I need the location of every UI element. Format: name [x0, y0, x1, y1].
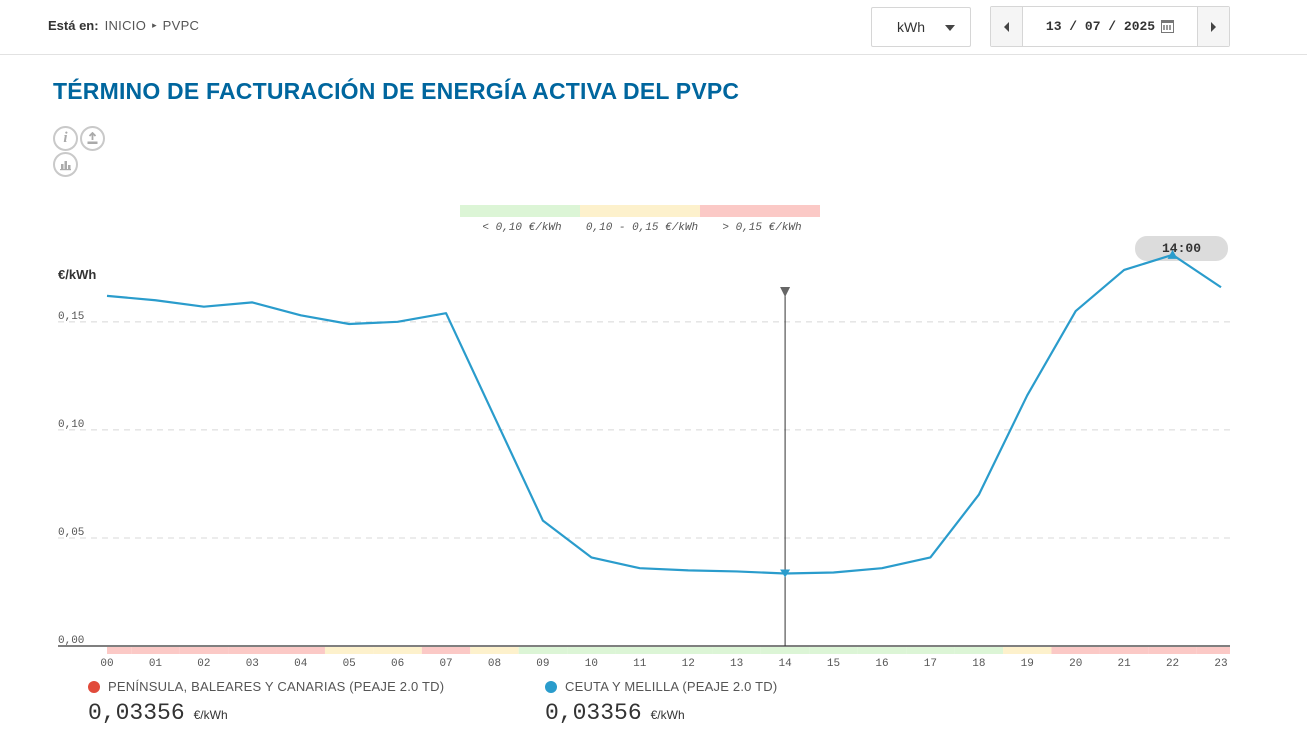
selected-hour-marker-icon [780, 287, 791, 297]
legend-dot-peninsula [88, 680, 100, 693]
calendar-icon[interactable] [1161, 20, 1175, 33]
x-tick-label: 17 [924, 658, 937, 670]
unit-select-value: kWh [897, 19, 925, 35]
legend-unit-ceuta-melilla: €/kWh [650, 708, 685, 722]
hour-band [809, 647, 858, 654]
breadcrumb-separator-icon: ▸ [152, 20, 157, 30]
x-tick-label: 11 [633, 658, 647, 670]
hour-band [228, 647, 277, 654]
hour-band [421, 647, 471, 654]
x-tick-label: 07 [439, 658, 452, 670]
legend-value-peninsula: 0,03356 €/kWh [88, 700, 228, 726]
previous-day-button[interactable] [991, 7, 1023, 46]
hour-band [276, 647, 325, 654]
y-axis-label: €/kWh [58, 267, 97, 282]
x-tick-label: 21 [1118, 658, 1132, 670]
range-bar-high [700, 205, 820, 217]
chart-icon[interactable] [53, 152, 78, 177]
hour-band [518, 647, 568, 654]
hour-band [131, 647, 180, 654]
x-tick-label: 06 [391, 658, 404, 670]
legend-unit-peninsula: €/kWh [193, 708, 228, 722]
date-input[interactable]: 13 / 07 / 2025 [1023, 7, 1197, 46]
hour-band [1099, 647, 1149, 654]
breadcrumb: Está en: INICIO ▸ PVPC [48, 18, 199, 33]
x-tick-label: 19 [1021, 658, 1034, 670]
hour-band [712, 647, 761, 654]
x-tick-label: 01 [149, 658, 163, 670]
hour-band [857, 647, 907, 654]
page-title: TÉRMINO DE FACTURACIÓN DE ENERGÍA ACTIVA… [53, 78, 740, 104]
hour-band [954, 647, 1004, 654]
x-tick-label: 12 [682, 658, 695, 670]
hour-band [906, 647, 955, 654]
legend-value-ceuta-melilla: 0,03356 €/kWh [545, 700, 685, 726]
legend-price-peninsula: 0,03356 [88, 700, 185, 726]
arrow-right-icon [1211, 21, 1216, 32]
x-tick-label: 23 [1214, 658, 1227, 670]
hour-band [470, 647, 519, 654]
unit-select[interactable]: kWh [871, 7, 971, 47]
hour-band [324, 647, 374, 654]
breadcrumb-label: Está en: [48, 18, 99, 33]
hour-band [615, 647, 664, 654]
legend-price-ceuta-melilla: 0,03356 [545, 700, 642, 726]
range-bar-mid [580, 205, 700, 217]
hour-band [567, 647, 616, 654]
x-tick-label: 10 [585, 658, 598, 670]
y-tick-label: 0,00 [58, 635, 84, 647]
date-picker: 13 / 07 / 2025 [990, 6, 1230, 47]
x-tick-label: 16 [875, 658, 888, 670]
max-point-marker [1167, 249, 1178, 259]
y-tick-label: 0,05 [58, 527, 84, 539]
hour-band [373, 647, 422, 654]
x-tick-label: 00 [100, 658, 113, 670]
hour-band [179, 647, 229, 654]
legend-label-ceuta-melilla: CEUTA Y MELILLA (PEAJE 2.0 TD) [565, 679, 778, 694]
x-tick-label: 02 [197, 658, 210, 670]
hour-band [664, 647, 713, 654]
info-icon[interactable]: i [53, 126, 78, 151]
x-tick-label: 18 [972, 658, 985, 670]
top-bar: Está en: INICIO ▸ PVPC kWh 13 / 07 / 202… [0, 0, 1307, 55]
x-tick-label: 13 [730, 658, 743, 670]
hour-band [107, 647, 132, 654]
range-bar-low [460, 205, 580, 217]
breadcrumb-item-inicio[interactable]: INICIO [104, 18, 147, 33]
hour-band [1196, 647, 1230, 654]
legend-item-peninsula[interactable]: PENÍNSULA, BALEARES Y CANARIAS (PEAJE 2.… [88, 679, 444, 694]
next-day-button[interactable] [1197, 7, 1229, 46]
legend-item-ceuta-melilla[interactable]: CEUTA Y MELILLA (PEAJE 2.0 TD) [545, 679, 777, 694]
y-tick-label: 0,10 [58, 419, 84, 431]
x-tick-label: 20 [1069, 658, 1082, 670]
hour-band [760, 647, 810, 654]
x-tick-label: 08 [488, 658, 501, 670]
chevron-down-icon [945, 25, 955, 31]
date-value: 13 / 07 / 2025 [1045, 19, 1156, 34]
range-label-mid: 0,10 - 0,15 €/kWh [585, 222, 699, 234]
selected-point-marker [780, 569, 791, 578]
hour-band [1051, 647, 1100, 654]
hour-band [1003, 647, 1052, 654]
breadcrumb-item-pvpc[interactable]: PVPC [162, 18, 200, 33]
download-icon[interactable] [80, 126, 105, 151]
x-tick-label: 09 [536, 658, 549, 670]
x-tick-label: 22 [1166, 658, 1179, 670]
selected-time-badge: 14:00 [1135, 236, 1228, 261]
legend-dot-ceuta-melilla [545, 680, 557, 693]
x-tick-label: 05 [343, 658, 356, 670]
hour-band [1148, 647, 1197, 654]
x-tick-label: 15 [827, 658, 840, 670]
range-label-low: < 0,10 €/kWh [482, 222, 562, 234]
arrow-left-icon [1004, 21, 1009, 32]
range-label-high: > 0,15 €/kWh [722, 222, 802, 234]
legend-label-peninsula: PENÍNSULA, BALEARES Y CANARIAS (PEAJE 2.… [108, 679, 445, 694]
y-tick-label: 0,15 [58, 311, 84, 323]
x-tick-label: 14 [778, 658, 792, 670]
x-tick-label: 04 [294, 658, 308, 670]
series-line [106, 253, 1222, 575]
x-tick-label: 03 [246, 658, 259, 670]
